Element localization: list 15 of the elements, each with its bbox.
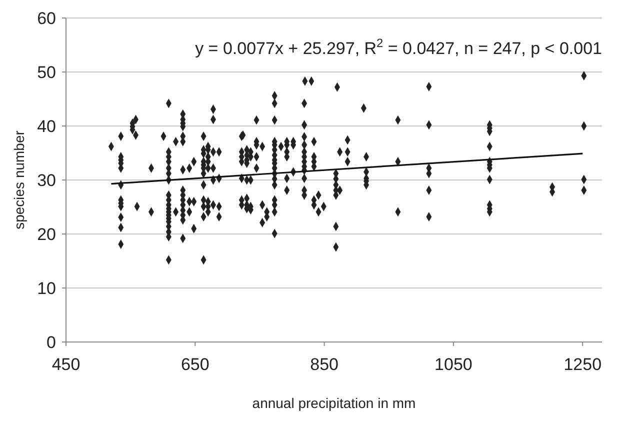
y-tick-label: 50	[37, 62, 56, 82]
y-tick-label: 20	[37, 224, 56, 244]
x-axis-title: annual precipitation in mm	[252, 395, 416, 411]
y-tick-label: 60	[37, 8, 56, 28]
y-tick-label: 10	[37, 278, 56, 298]
annotation: y = 0.0077x + 25.297, R$^{2}$ = 0.0427, n = 247, p < 0.001	[195, 36, 602, 58]
x-tick-label: 1250	[564, 355, 602, 374]
x-tick-label: 1050	[434, 355, 472, 374]
x-tick-label: 650	[180, 355, 210, 374]
y-tick-label: 0	[46, 332, 56, 352]
y-tick-label: 30	[37, 170, 56, 190]
y-axis-title: species number	[11, 130, 27, 230]
x-tick-label: 850	[310, 355, 338, 374]
x-tick-label: 450	[52, 355, 80, 374]
y-tick-label: 40	[37, 116, 56, 136]
